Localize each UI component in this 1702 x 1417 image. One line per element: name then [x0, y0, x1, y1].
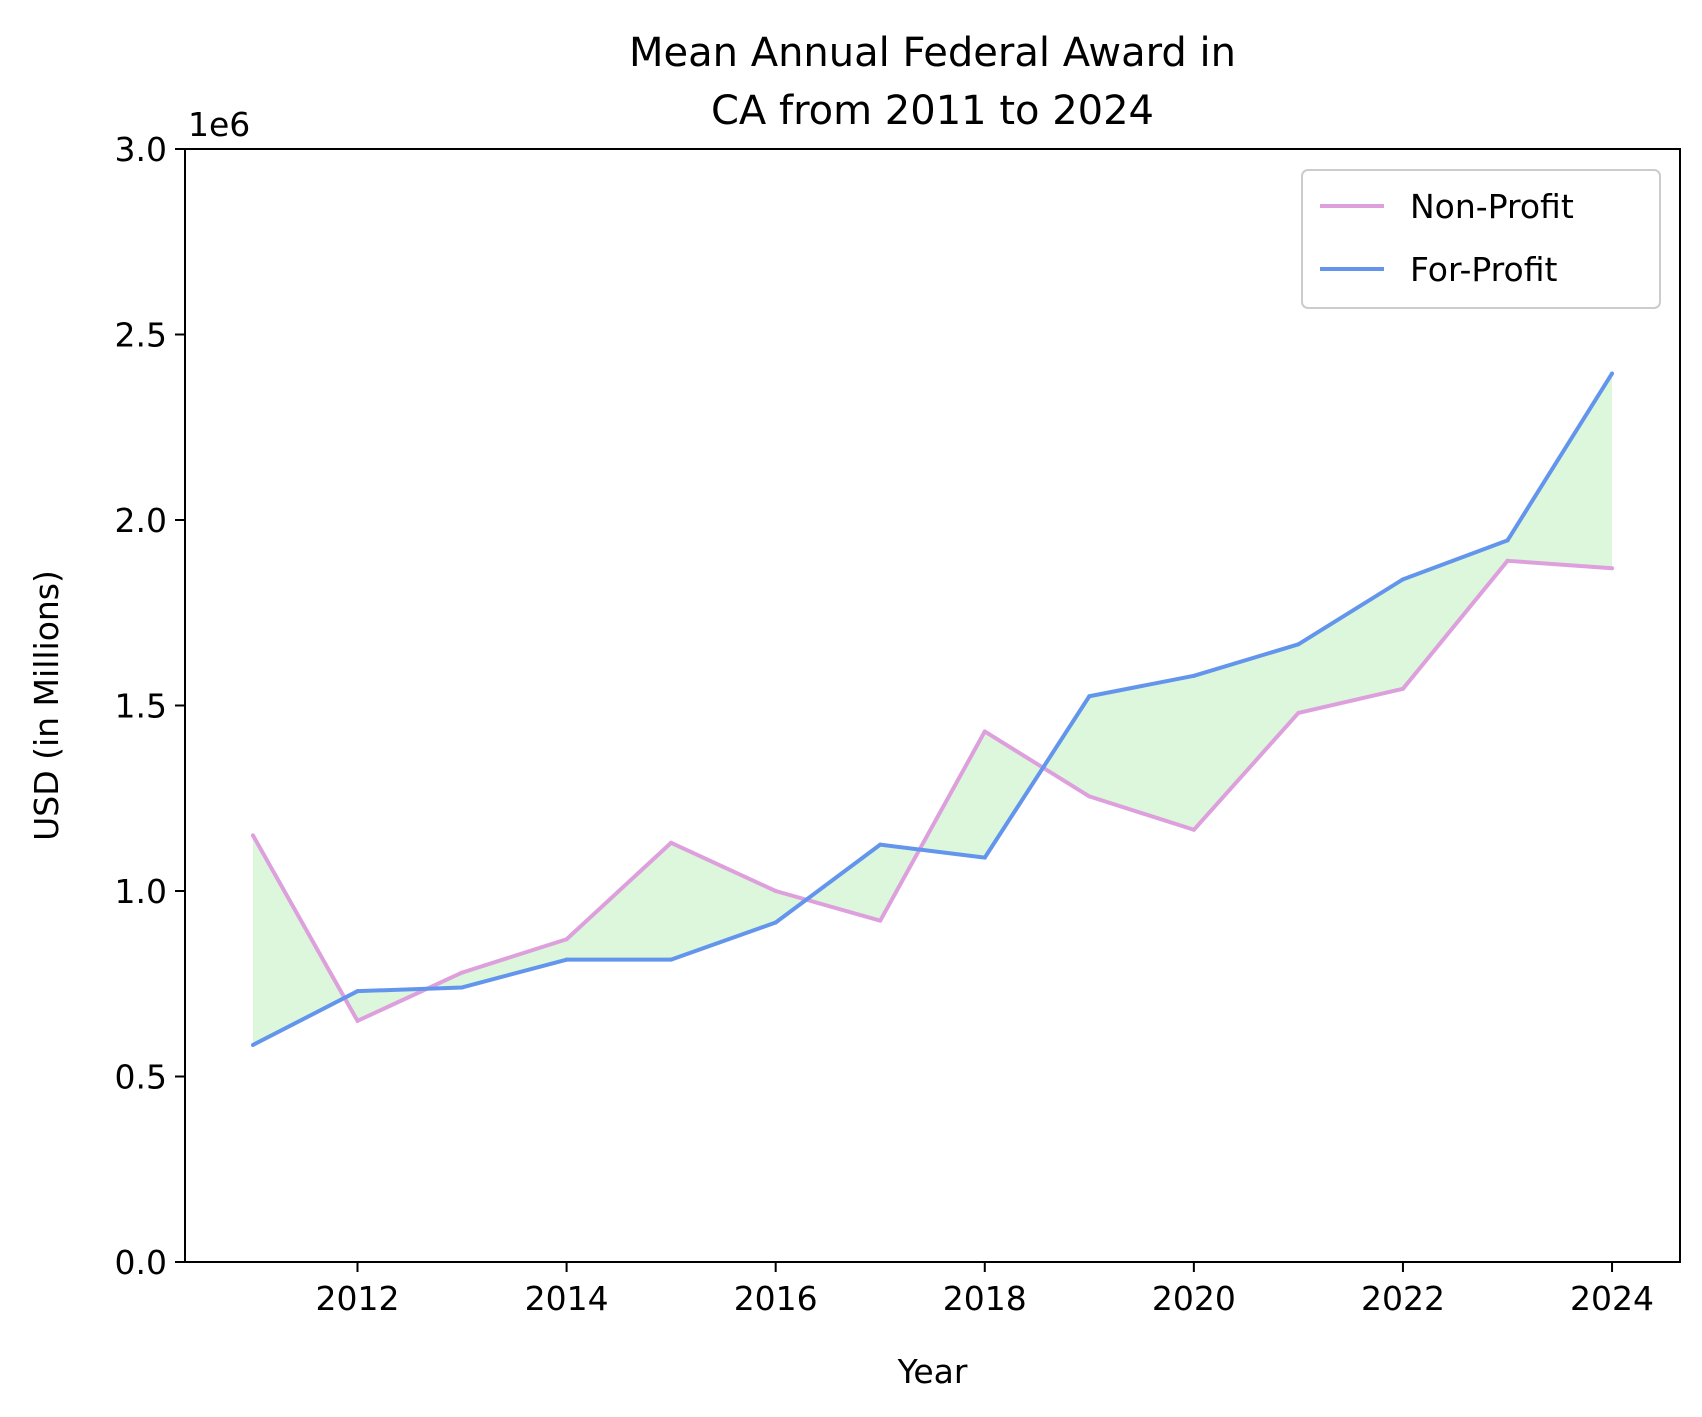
- data-point-non-profit-2014: [564, 937, 569, 942]
- data-point-non-profit-2011: [250, 833, 255, 838]
- x-tick-label-2018: 2018: [943, 1279, 1027, 1318]
- x-axis-label: Year: [897, 1352, 968, 1391]
- data-point-for-profit-2023: [1505, 538, 1510, 543]
- data-point-for-profit-2013: [460, 985, 465, 990]
- data-point-non-profit-2018: [982, 729, 987, 734]
- data-point-non-profit-2022: [1400, 686, 1405, 691]
- y-tick-label-0: 0.0: [115, 1243, 167, 1282]
- chart-title-line-2: CA from 2011 to 2024: [711, 88, 1154, 134]
- data-point-non-profit-2024: [1610, 566, 1615, 571]
- series-line-non-profit: [251, 558, 1613, 1023]
- data-point-for-profit-2022: [1400, 577, 1405, 582]
- fill-between-area: [252, 373, 1613, 1045]
- data-point-non-profit-2013: [460, 970, 465, 975]
- x-tick-label-2012: 2012: [316, 1279, 400, 1318]
- x-tick-label-2014: 2014: [525, 1279, 609, 1318]
- x-tick-label-2022: 2022: [1361, 1279, 1445, 1318]
- x-tick-label-2020: 2020: [1152, 1279, 1236, 1318]
- data-point-for-profit-2014: [564, 957, 569, 962]
- chart-title-line-1: Mean Annual Federal Award in: [629, 30, 1236, 76]
- x-tick-label-2024: 2024: [1570, 1279, 1654, 1318]
- y-tick-label-1: 1.0: [115, 872, 167, 911]
- y-tick-label-0.5: 0.5: [115, 1058, 167, 1097]
- data-point-for-profit-2017: [878, 842, 883, 847]
- data-point-non-profit-2016: [773, 889, 778, 893]
- y-axis-ticks: 0.0 0.5 1.0 1.5 2.0 2.5 3.0: [115, 130, 185, 1282]
- data-point-non-profit-2021: [1296, 710, 1301, 715]
- y-tick-label-3: 3.0: [115, 130, 167, 169]
- data-point-for-profit-2021: [1296, 642, 1301, 647]
- data-point-for-profit-2018: [982, 855, 987, 860]
- y-tick-label-2.5: 2.5: [115, 316, 167, 355]
- data-point-for-profit-2015: [669, 957, 674, 962]
- data-point-non-profit-2017: [878, 918, 883, 923]
- data-point-non-profit-2019: [1087, 794, 1092, 799]
- series-line-for-profit: [252, 372, 1614, 1047]
- x-tick-label-2016: 2016: [734, 1279, 818, 1318]
- fill-between-region: [252, 373, 1613, 1045]
- data-point-for-profit-2020: [1191, 673, 1196, 678]
- data-point-for-profit-2024: [1610, 371, 1615, 376]
- y-axis-label: USD (in Millions): [27, 570, 66, 841]
- data-point-for-profit-2011: [250, 1042, 255, 1047]
- legend: Non-Profit For-Profit: [1301, 169, 1661, 309]
- y-tick-label-2: 2.0: [115, 501, 167, 540]
- legend-label-for-profit: For-Profit: [1410, 250, 1557, 289]
- legend-label-non-profit: Non-Profit: [1410, 187, 1574, 226]
- y-tick-label-1.5: 1.5: [115, 687, 167, 726]
- legend-box: [1301, 169, 1661, 309]
- data-point-non-profit-2015: [669, 840, 674, 845]
- data-point-non-profit-2023: [1505, 558, 1510, 563]
- x-axis-ticks: 2012 2014 2016 2018 2020 2022 2024: [316, 1262, 1654, 1318]
- axes-frame: [184, 148, 1681, 1263]
- data-point-non-profit-2020: [1191, 827, 1196, 832]
- data-point-for-profit-2012: [355, 989, 360, 994]
- data-point-non-profit-2012: [355, 1018, 360, 1023]
- data-point-for-profit-2016: [773, 920, 778, 925]
- data-point-for-profit-2019: [1087, 694, 1092, 699]
- series-lines: [250, 371, 1615, 1047]
- y-offset-label: 1e6: [188, 105, 250, 144]
